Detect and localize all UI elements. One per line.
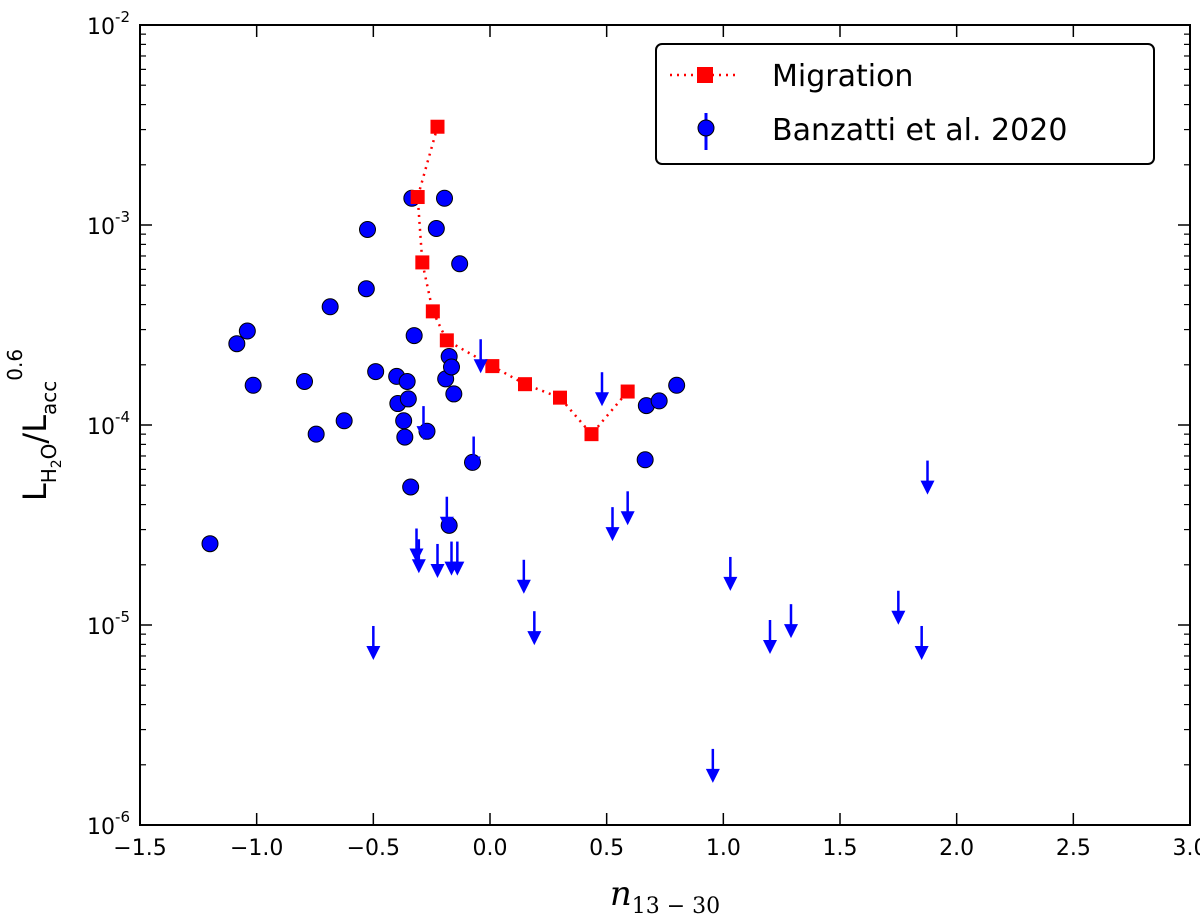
upper-limit-arrowhead	[763, 639, 777, 654]
y-tick-label: 10-2	[87, 8, 130, 40]
migration-point	[439, 333, 454, 348]
legend: Migration Banzatti et al. 2020	[655, 43, 1155, 165]
banzatti-point	[405, 327, 423, 345]
banzatti-point	[445, 385, 463, 403]
migration-point	[485, 359, 500, 374]
upper-limit-arrowhead	[605, 527, 620, 542]
x-tick-label: 1.5	[823, 836, 858, 861]
upper-limit-arrowhead	[527, 631, 542, 646]
banzatti-point	[399, 390, 417, 408]
y-tick-label: 10-6	[87, 808, 130, 840]
upper-limit-arrowhead	[439, 516, 454, 531]
x-tick-label: 2.0	[939, 836, 974, 861]
x-tick-label: 0.0	[473, 836, 508, 861]
upper-limit-arrowhead	[891, 610, 906, 625]
migration-point	[553, 390, 567, 405]
banzatti-point	[335, 412, 353, 430]
upper-limit-arrowhead	[430, 563, 445, 578]
legend-migration-marker	[697, 67, 713, 83]
plot-frame	[139, 24, 1191, 826]
banzatti-point	[395, 412, 413, 430]
upper-limit-arrowhead	[516, 579, 531, 594]
banzatti-point	[436, 189, 453, 207]
upper-limit-arrowhead	[450, 561, 465, 576]
migration-point	[430, 119, 445, 134]
x-tick-label: −1.5	[113, 836, 166, 861]
migration-series-line	[416, 126, 629, 437]
x-tick-label: 0.5	[589, 836, 624, 861]
x-axis-label: n13 − 30	[610, 874, 720, 919]
upper-limit-arrowhead	[723, 576, 738, 591]
upper-limit-arrowhead	[920, 480, 935, 495]
banzatti-point	[357, 280, 375, 298]
migration-point	[584, 427, 599, 442]
upper-limit-arrowhead	[473, 359, 488, 374]
upper-limit-arrowhead	[620, 511, 635, 526]
upper-limit-arrowhead	[366, 645, 381, 660]
upper-limit-arrowhead	[595, 392, 609, 407]
banzatti-point	[296, 373, 313, 391]
upper-limit-arrows	[366, 339, 935, 783]
y-axis-label: LH2O/Lacc0.6	[3, 349, 65, 501]
migration-point	[410, 190, 425, 205]
banzatti-point	[451, 255, 469, 273]
x-tick-label: −0.5	[347, 836, 400, 861]
y-tick-label: 10-5	[87, 608, 130, 640]
migration-line	[416, 126, 629, 437]
banzatti-point	[398, 373, 416, 391]
migration-point	[425, 304, 440, 319]
upper-limit-arrowhead	[466, 456, 481, 471]
y-tick-label: 10-4	[87, 408, 130, 440]
upper-limit-arrowhead	[411, 559, 426, 574]
legend-banzatti-marker	[697, 119, 715, 137]
banzatti-point	[427, 220, 445, 238]
banzatti-point	[228, 335, 246, 353]
x-tick-label: 2.5	[1056, 836, 1091, 861]
x-tick-label: 3.0	[1173, 836, 1200, 861]
banzatti-point	[201, 535, 219, 553]
banzatti-point	[367, 363, 385, 381]
data-points	[201, 119, 686, 553]
banzatti-point	[650, 392, 668, 410]
banzatti-point	[359, 220, 376, 238]
banzatti-point	[443, 358, 460, 376]
migration-point	[518, 377, 532, 392]
banzatti-point	[321, 298, 339, 316]
banzatti-point	[636, 451, 654, 469]
axes-ticks: −1.5 −1.0 −0.5 0.0 0.5 1.0 1.5 2.0 2.5 3.0 10-2 10-…	[87, 8, 1200, 861]
x-tick-label: −1.0	[230, 836, 283, 861]
legend-box	[655, 43, 1155, 165]
banzatti-point	[396, 428, 414, 446]
y-tick-label: 10-3	[87, 208, 130, 240]
x-tick-label: 1.0	[706, 836, 741, 861]
legend-banzatti-label: Banzatti et al. 2020	[772, 113, 1067, 148]
upper-limit-arrowhead	[416, 426, 431, 441]
upper-limit-arrowhead	[784, 624, 798, 639]
legend-migration-label: Migration	[772, 59, 913, 94]
banzatti-point	[244, 376, 262, 394]
banzatti-point	[668, 376, 686, 394]
banzatti-point	[307, 425, 325, 443]
migration-point	[620, 384, 635, 399]
upper-limit-arrowhead	[914, 645, 929, 660]
banzatti-point	[402, 478, 420, 496]
banzatti-point	[238, 322, 256, 340]
upper-limit-arrowhead	[705, 768, 720, 783]
migration-point	[415, 255, 430, 270]
